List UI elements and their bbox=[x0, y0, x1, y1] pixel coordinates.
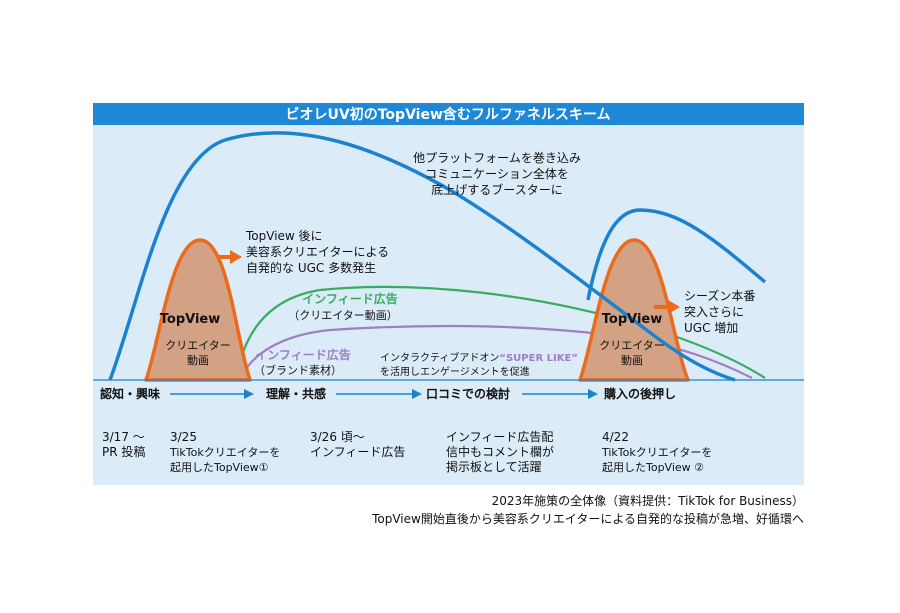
after-topview-line-3: 自発的な UGC 多数発生 bbox=[246, 260, 376, 275]
peak-2-sub2: 動画 bbox=[621, 353, 643, 367]
timeline-5-line-2: TikTokクリエイターを bbox=[601, 446, 712, 459]
timeline-5-line-1: 4/22 bbox=[602, 430, 629, 444]
timeline-2-line-2: TikTokクリエイターを bbox=[169, 446, 280, 459]
timeline-4-line-3: 掲示板として活躍 bbox=[446, 459, 542, 474]
stage-awareness: 認知・興味 bbox=[100, 386, 160, 401]
arrow-season bbox=[654, 300, 680, 314]
peak-2-sub1: クリエイター bbox=[599, 339, 665, 352]
infeed-creator-curve bbox=[234, 285, 766, 381]
season-line-1: シーズン本番 bbox=[684, 288, 755, 303]
stage-understanding: 理解・共感 bbox=[266, 386, 326, 401]
season-line-2: 突入さらに bbox=[684, 304, 744, 319]
caption-line-1: 2023年施策の全体像（資料提供：TikTok for Business） bbox=[491, 494, 804, 508]
arrow-after-topview bbox=[218, 250, 242, 264]
interactive-line-2: を活用しエンゲージメントを促進 bbox=[380, 365, 530, 378]
timeline-2-line-1: 3/25 bbox=[170, 430, 197, 444]
booster-note-line-1: 他プラットフォームを巻き込み bbox=[413, 151, 581, 165]
topview-peak-2 bbox=[578, 238, 690, 382]
timeline-2-line-3: 起用したTopView① bbox=[170, 461, 269, 474]
caption-line-2: TopView開始直後から美容系クリエイターによる自発的な投稿が急増、好循環へ bbox=[372, 512, 804, 526]
stage-purchase: 購入の後押し bbox=[603, 386, 676, 401]
infeed-creator-title: インフィード広告 bbox=[302, 291, 397, 306]
infeed-brand-curve bbox=[238, 324, 753, 381]
booster-curve-1 bbox=[108, 131, 736, 382]
interactive-prefix: インタラクティブアドオン bbox=[380, 351, 499, 364]
stage-consideration: 口コミでの検討 bbox=[426, 386, 510, 401]
booster-note-line-2: コミュニケーション全体を bbox=[425, 166, 569, 181]
infeed-creator-sub: （クリエイター動画） bbox=[288, 308, 398, 322]
after-topview-line-2: 美容系クリエイターによる bbox=[246, 244, 389, 259]
peak-1-label: TopView bbox=[160, 312, 221, 327]
super-like-highlight: “SUPER LIKE” bbox=[499, 353, 577, 364]
diagram-title: ビオレUV初のTopView含むフルファネルスキーム bbox=[286, 106, 611, 123]
booster-note-line-3: 底上げするブースターに bbox=[431, 182, 562, 197]
topview-peak-1 bbox=[144, 238, 252, 382]
timeline: 3/17 〜 PR 投稿 3/25 TikTokクリエイターを 起用したTopV… bbox=[102, 430, 712, 474]
timeline-4-line-2: 信中もコメント欄が bbox=[446, 444, 554, 459]
stage-row: 認知・興味 理解・共感 口コミでの検討 購入の後押し bbox=[100, 386, 676, 401]
infeed-brand-sub: （ブランド素材） bbox=[254, 363, 342, 377]
after-topview-line-1: TopView 後に bbox=[245, 229, 323, 243]
timeline-1-line-1: 3/17 〜 bbox=[102, 430, 145, 444]
timeline-4-line-1: インフィード広告配 bbox=[446, 430, 553, 444]
timeline-3-line-1: 3/26 頃〜 bbox=[310, 430, 365, 444]
peak-1-sub2: 動画 bbox=[187, 353, 209, 367]
interactive-line-1: インタラクティブアドオン“SUPER LIKE” bbox=[380, 351, 578, 364]
booster-curve-2 bbox=[586, 208, 767, 301]
infeed-brand-title: インフィード広告 bbox=[255, 347, 350, 362]
season-line-3: UGC 増加 bbox=[684, 321, 738, 335]
timeline-1-line-2: PR 投稿 bbox=[102, 444, 145, 459]
peak-2-label: TopView bbox=[602, 312, 663, 327]
title-banner bbox=[93, 103, 804, 125]
peak-1-sub1: クリエイター bbox=[165, 339, 231, 352]
timeline-5-line-3: 起用したTopView ② bbox=[602, 461, 704, 474]
timeline-3-line-2: インフィード広告 bbox=[310, 445, 405, 459]
